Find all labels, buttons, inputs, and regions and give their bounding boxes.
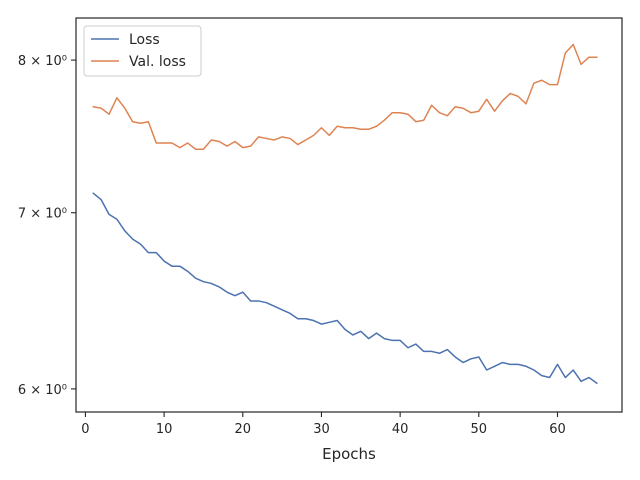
y-tick-label: 7 × 10⁰	[18, 207, 67, 222]
x-tick-label: 30	[313, 422, 330, 437]
series-line-val-loss	[92, 43, 598, 150]
x-tick-label: 40	[392, 422, 409, 437]
y-tick-label: 6 × 10⁰	[18, 383, 67, 398]
x-tick-label: 10	[156, 422, 173, 437]
x-tick-label: 0	[81, 422, 89, 437]
legend-label-loss: Loss	[129, 32, 160, 48]
x-tick-label: 20	[235, 422, 252, 437]
legend: Loss Val. loss	[83, 25, 202, 77]
plot-area	[92, 43, 598, 385]
legend-label-val-loss: Val. loss	[129, 54, 186, 70]
axes-frame	[75, 17, 623, 413]
y-tick-label: 8 × 10⁰	[18, 54, 67, 69]
axes: 0 10 20 30 40 50 60 6 × 10⁰ 7 × 10⁰ 8 × 10⁰ Epochs	[18, 17, 623, 463]
x-tick-label: 50	[471, 422, 488, 437]
series-line-loss	[92, 192, 598, 385]
x-tick-label: 60	[549, 422, 566, 437]
x-axis-label: Epochs	[322, 445, 376, 463]
